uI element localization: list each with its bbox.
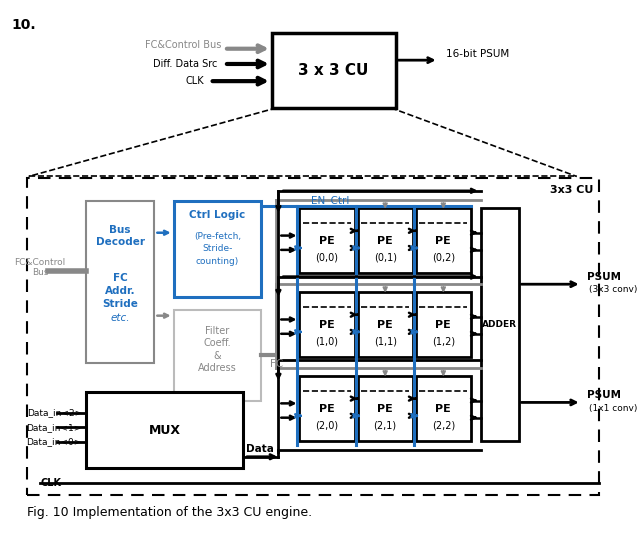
Text: Bus: Bus <box>32 268 48 277</box>
Text: Coeff.: Coeff. <box>204 338 231 348</box>
Text: &: & <box>214 351 221 361</box>
Text: PE: PE <box>435 404 451 414</box>
Text: (0,1): (0,1) <box>374 252 397 263</box>
Bar <box>86 392 243 468</box>
Text: (1,1): (1,1) <box>374 337 397 346</box>
Text: (1x1 conv): (1x1 conv) <box>589 404 637 413</box>
Text: Data: Data <box>246 444 274 454</box>
Text: EN_Ctrl: EN_Ctrl <box>311 195 349 206</box>
Text: Addr.: Addr. <box>105 286 136 296</box>
Text: 16-bit PSUM: 16-bit PSUM <box>446 49 509 59</box>
Text: (2,1): (2,1) <box>374 420 397 430</box>
Text: etc.: etc. <box>110 312 130 323</box>
Bar <box>415 376 471 441</box>
Text: MUX: MUX <box>148 423 180 437</box>
Text: FC: FC <box>113 272 127 282</box>
Text: (Pre-fetch,: (Pre-fetch, <box>194 232 241 241</box>
Bar <box>358 208 413 273</box>
Text: (1,0): (1,0) <box>316 337 339 346</box>
Text: Stride-: Stride- <box>202 244 232 254</box>
Text: PE: PE <box>378 320 393 330</box>
Text: Filter: Filter <box>205 326 230 336</box>
Text: Stride: Stride <box>102 299 138 309</box>
Text: PE: PE <box>319 236 335 247</box>
Text: FC&Control Bus: FC&Control Bus <box>145 40 221 50</box>
Text: PE: PE <box>435 236 451 247</box>
Text: Address: Address <box>198 363 237 373</box>
Bar <box>27 178 599 495</box>
Text: FC&Control: FC&Control <box>15 258 66 267</box>
Text: Fig. 10 Implementation of the 3x3 CU engine.: Fig. 10 Implementation of the 3x3 CU eng… <box>27 505 312 518</box>
Text: 10.: 10. <box>12 18 36 32</box>
Text: Bus: Bus <box>109 225 131 235</box>
Text: Diff. Data Src: Diff. Data Src <box>153 59 218 69</box>
Text: (3x3 conv): (3x3 conv) <box>589 286 637 294</box>
Text: PE: PE <box>378 404 393 414</box>
Text: (1,2): (1,2) <box>432 337 455 346</box>
Text: (0,2): (0,2) <box>432 252 455 263</box>
Text: counting): counting) <box>196 257 239 266</box>
Text: Data_in<0>: Data_in<0> <box>27 437 82 446</box>
Bar <box>86 201 154 363</box>
Bar <box>300 208 355 273</box>
Text: PE: PE <box>435 320 451 330</box>
Bar <box>358 292 413 356</box>
Text: PE: PE <box>319 320 335 330</box>
Text: Ctrl Logic: Ctrl Logic <box>189 210 246 220</box>
Bar <box>481 208 518 441</box>
Text: PE: PE <box>319 404 335 414</box>
Text: Data_in<1>: Data_in<1> <box>27 423 82 431</box>
Text: (2,0): (2,0) <box>316 420 339 430</box>
Text: PSUM: PSUM <box>588 272 621 281</box>
Text: CLK: CLK <box>186 76 204 86</box>
Bar <box>415 292 471 356</box>
Text: PSUM: PSUM <box>588 390 621 400</box>
Text: 3 x 3 CU: 3 x 3 CU <box>298 63 369 78</box>
Text: FC: FC <box>270 359 283 369</box>
Text: 3x3 CU: 3x3 CU <box>550 185 594 195</box>
Bar <box>415 208 471 273</box>
Text: (0,0): (0,0) <box>316 252 339 263</box>
Text: ADDER: ADDER <box>482 320 517 329</box>
Bar <box>300 292 355 356</box>
Text: CLK: CLK <box>40 478 61 488</box>
Text: PE: PE <box>378 236 393 247</box>
Text: Data_in<2>: Data_in<2> <box>27 408 82 418</box>
Bar <box>272 33 396 108</box>
Text: Decoder: Decoder <box>95 237 145 247</box>
Bar <box>358 376 413 441</box>
Bar <box>173 310 261 400</box>
Text: (2,2): (2,2) <box>432 420 455 430</box>
Bar <box>300 376 355 441</box>
Bar <box>173 201 261 296</box>
